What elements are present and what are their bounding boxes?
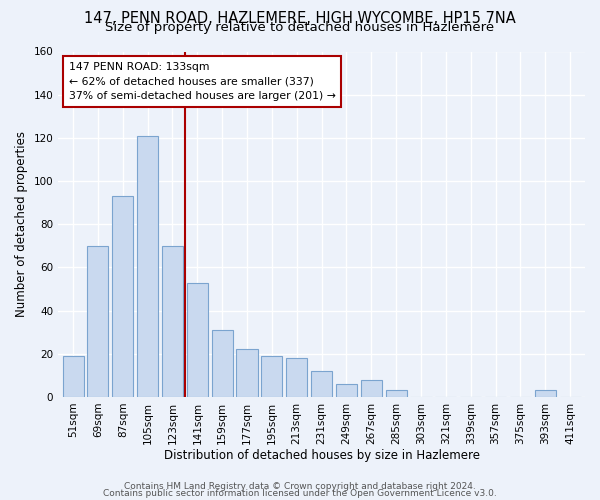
- Bar: [336, 384, 357, 397]
- Bar: [386, 390, 407, 397]
- Bar: [62, 356, 83, 397]
- Text: 147 PENN ROAD: 133sqm
← 62% of detached houses are smaller (337)
37% of semi-det: 147 PENN ROAD: 133sqm ← 62% of detached …: [69, 62, 335, 102]
- Bar: [187, 282, 208, 397]
- Bar: [236, 350, 257, 397]
- Bar: [361, 380, 382, 397]
- Bar: [311, 371, 332, 397]
- X-axis label: Distribution of detached houses by size in Hazlemere: Distribution of detached houses by size …: [164, 450, 479, 462]
- Bar: [162, 246, 183, 397]
- Bar: [112, 196, 133, 397]
- Text: Contains public sector information licensed under the Open Government Licence v3: Contains public sector information licen…: [103, 488, 497, 498]
- Bar: [137, 136, 158, 397]
- Text: 147, PENN ROAD, HAZLEMERE, HIGH WYCOMBE, HP15 7NA: 147, PENN ROAD, HAZLEMERE, HIGH WYCOMBE,…: [84, 11, 516, 26]
- Text: Contains HM Land Registry data © Crown copyright and database right 2024.: Contains HM Land Registry data © Crown c…: [124, 482, 476, 491]
- Text: Size of property relative to detached houses in Hazlemere: Size of property relative to detached ho…: [106, 22, 494, 35]
- Bar: [262, 356, 283, 397]
- Bar: [286, 358, 307, 397]
- Bar: [535, 390, 556, 397]
- Y-axis label: Number of detached properties: Number of detached properties: [15, 131, 28, 317]
- Bar: [212, 330, 233, 397]
- Bar: [88, 246, 109, 397]
